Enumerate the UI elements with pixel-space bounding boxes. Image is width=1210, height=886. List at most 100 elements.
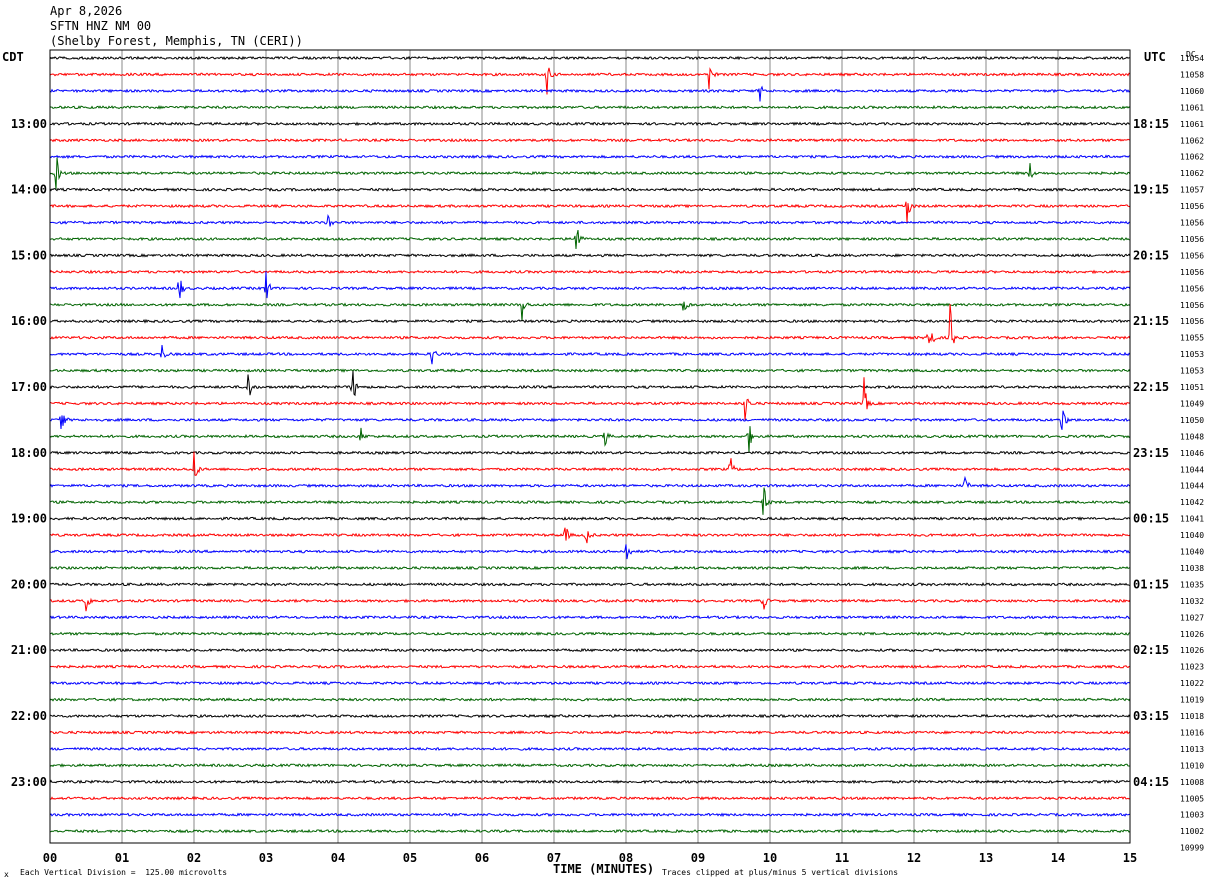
trace-line: [49, 271, 1131, 299]
dc-value: 11016: [1180, 728, 1204, 737]
left-hour-label: 20:00: [11, 577, 47, 591]
dc-value: 11013: [1180, 745, 1204, 754]
right-hour-label: 04:15: [1133, 775, 1169, 789]
scale-note: Each Vertical Division = 125.00 microvol…: [20, 868, 228, 877]
plot-date: Apr 8,2026: [50, 4, 123, 18]
x-tick-label: 09: [691, 851, 705, 865]
dc-value: 11053: [1180, 367, 1204, 376]
dc-value: 10999: [1180, 844, 1204, 853]
right-time-labels: 18:15 19:15 20:15 21:15 22:15 23:15 00:15 01:15…: [1133, 117, 1169, 789]
right-hour-label: 01:15: [1133, 577, 1169, 591]
trace-line: [49, 67, 1131, 95]
x-tick-label: 00: [43, 851, 57, 865]
dc-value: 11056: [1180, 202, 1204, 211]
trace-line: [49, 812, 1131, 818]
clip-note: Traces clipped at plus/minus 5 vertical …: [662, 868, 899, 877]
trace-line: [49, 214, 1131, 227]
x-tick-label: 15: [1123, 851, 1137, 865]
trace-line: [49, 697, 1131, 702]
trace-line: [50, 631, 1131, 637]
x-tick-label: 07: [547, 851, 561, 865]
trace-line: [49, 377, 1131, 421]
dc-value: 11056: [1180, 219, 1204, 228]
dc-value: 11057: [1180, 186, 1204, 195]
dc-value: 11019: [1180, 696, 1204, 705]
x-axis-label: TIME (MINUTES): [553, 862, 655, 876]
left-hour-label: 19:00: [11, 512, 47, 526]
trace-line: [49, 187, 1131, 192]
left-hour-label: 16:00: [11, 314, 47, 328]
trace-line: [49, 664, 1131, 669]
dc-value: 11056: [1180, 251, 1204, 260]
dc-value: 11056: [1180, 317, 1204, 326]
dc-value: 11051: [1180, 383, 1204, 392]
left-hour-label: 21:00: [11, 643, 47, 657]
dc-value: 11022: [1180, 679, 1204, 688]
dc-value: 11053: [1180, 350, 1204, 359]
dc-header: DC: [1186, 50, 1196, 59]
dc-value: 11008: [1180, 778, 1204, 787]
x-tick-labels: 00 01 02 03 04 05 06 07 08 09 10 11 12 13 14 15: [43, 851, 1137, 865]
dc-value: 11062: [1180, 136, 1204, 145]
trace-line: [49, 762, 1131, 768]
trace-line: [49, 795, 1131, 801]
trace-line: [49, 85, 1131, 102]
x-tick-label: 13: [979, 851, 993, 865]
right-hour-label: 22:15: [1133, 380, 1169, 394]
trace-line: [49, 303, 1131, 344]
dc-value: 11060: [1180, 87, 1204, 96]
x-tick-label: 01: [115, 851, 129, 865]
dc-value: 11061: [1180, 120, 1204, 129]
dc-value: 11058: [1180, 70, 1204, 79]
right-hour-label: 21:15: [1133, 314, 1169, 328]
trace-line: [49, 104, 1131, 110]
dc-value: 11003: [1180, 811, 1204, 820]
x-tick-label: 04: [331, 851, 345, 865]
trace-line: [49, 487, 1131, 515]
dc-value: 11048: [1180, 432, 1204, 441]
dc-value: 11005: [1180, 794, 1204, 803]
dc-value: 11055: [1180, 334, 1204, 343]
x-tick-label: 03: [259, 851, 273, 865]
trace-line: [49, 201, 1131, 224]
dc-value: 11062: [1180, 169, 1204, 178]
dc-value: 11054: [1180, 54, 1204, 63]
dc-value: 11046: [1180, 449, 1204, 458]
trace-line: [49, 370, 1131, 397]
trace-line: [49, 450, 1131, 456]
dc-value: 11050: [1180, 416, 1204, 425]
left-time-labels: 13:00 14:00 15:00 16:00 17:00 18:00 19:00 20:00…: [11, 117, 47, 789]
x-tick-label: 10: [763, 851, 777, 865]
dc-value: 11035: [1180, 580, 1204, 589]
left-hour-label: 13:00: [11, 117, 47, 131]
dc-value: 11056: [1180, 268, 1204, 277]
station-location: (Shelby Forest, Memphis, TN (CERI)): [50, 34, 303, 48]
left-timezone: CDT: [2, 50, 24, 64]
x-tick-label: 05: [403, 851, 417, 865]
left-hour-label: 17:00: [11, 380, 47, 394]
trace-line: [49, 614, 1131, 620]
right-hour-label: 23:15: [1133, 446, 1169, 460]
minute-grid: [49, 50, 1131, 843]
right-hour-label: 20:15: [1133, 248, 1169, 262]
trace-line: [49, 597, 1131, 612]
dc-value: 11056: [1180, 284, 1204, 293]
trace-line: [49, 527, 1131, 544]
trace-line: [49, 157, 1131, 190]
trace-line: [49, 154, 1131, 160]
left-hour-label: 14:00: [11, 183, 47, 197]
dc-value: 11010: [1180, 761, 1204, 770]
trace-line: [49, 269, 1131, 275]
dc-value: 11018: [1180, 712, 1204, 721]
plot-frame: [49, 49, 1131, 844]
dc-value: 11049: [1180, 399, 1204, 408]
trace-line: [49, 55, 1131, 61]
dc-value: 11026: [1180, 630, 1204, 639]
dc-value: 11061: [1180, 103, 1204, 112]
dc-value: 11044: [1180, 465, 1204, 474]
dc-value: 11027: [1180, 613, 1204, 622]
trace-line: [49, 451, 1131, 476]
x-tick-label: 11: [835, 851, 849, 865]
dc-value: 11002: [1180, 827, 1204, 836]
trace-line: [49, 516, 1131, 522]
